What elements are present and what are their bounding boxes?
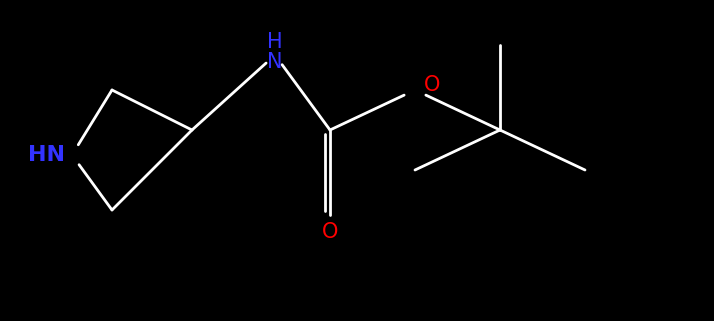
Text: H: H bbox=[267, 32, 283, 52]
Text: O: O bbox=[424, 75, 441, 95]
Text: O: O bbox=[322, 222, 338, 242]
Text: HN: HN bbox=[28, 145, 65, 165]
Text: N: N bbox=[267, 52, 283, 72]
